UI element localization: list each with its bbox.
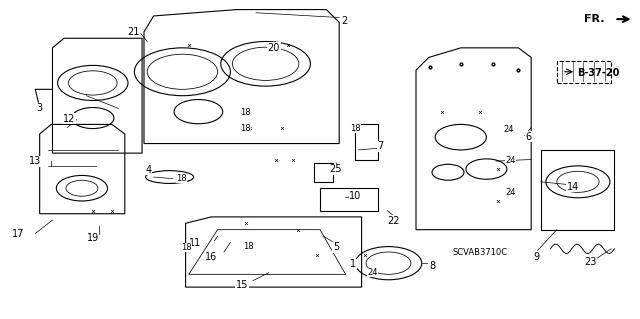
Text: 12: 12 — [63, 114, 76, 124]
Text: 8: 8 — [429, 261, 435, 271]
Text: 18: 18 — [241, 108, 251, 117]
Text: 18: 18 — [181, 243, 191, 252]
Bar — [557, 61, 611, 83]
Text: 11: 11 — [189, 238, 202, 248]
Text: 6: 6 — [525, 131, 532, 142]
Text: 24: 24 — [506, 156, 516, 165]
Bar — [355, 124, 378, 160]
Text: 19: 19 — [86, 233, 99, 243]
Text: 18: 18 — [350, 124, 360, 133]
Text: 3: 3 — [36, 103, 43, 114]
Text: 7: 7 — [378, 141, 384, 151]
Text: 24: 24 — [504, 125, 514, 134]
Text: 21: 21 — [127, 27, 140, 37]
Bar — [320, 188, 378, 211]
Text: 4: 4 — [145, 165, 152, 175]
Text: 16: 16 — [205, 252, 218, 262]
Text: 18: 18 — [243, 242, 253, 251]
Text: 5: 5 — [333, 242, 339, 252]
Text: 15: 15 — [236, 279, 248, 290]
Text: 10: 10 — [349, 191, 362, 201]
Text: 22: 22 — [387, 216, 400, 226]
Text: 25: 25 — [330, 164, 342, 174]
Bar — [314, 163, 333, 182]
Text: FR.: FR. — [584, 14, 605, 24]
Text: 20: 20 — [268, 43, 280, 53]
Text: 18: 18 — [176, 174, 186, 183]
Text: SCVAB3710C: SCVAB3710C — [452, 248, 508, 256]
Text: 18: 18 — [241, 124, 251, 133]
Text: 14: 14 — [566, 182, 579, 192]
Text: 24: 24 — [506, 188, 516, 197]
Text: 13: 13 — [29, 156, 42, 166]
Text: 23: 23 — [584, 257, 596, 267]
Text: 1: 1 — [350, 259, 356, 269]
Text: 2: 2 — [341, 16, 348, 26]
Text: B-37-20: B-37-20 — [577, 68, 620, 78]
Text: 9: 9 — [533, 252, 540, 262]
Text: 17: 17 — [12, 228, 24, 239]
Text: 24: 24 — [367, 268, 378, 277]
